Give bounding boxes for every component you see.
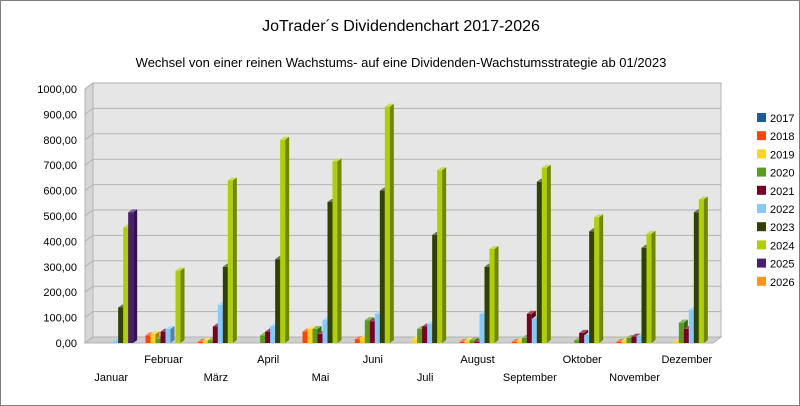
legend-swatch (757, 131, 766, 141)
legend-item-2026: 2026 (757, 276, 794, 289)
y-tick-label: 300,00 (43, 262, 77, 274)
legend-swatch (757, 167, 766, 177)
legend-item-2017: 2017 (757, 113, 794, 125)
bar-2025-Januar (128, 209, 138, 343)
legend-label: 2025 (770, 259, 794, 271)
category-label: April (257, 354, 279, 366)
legend-label: 2022 (770, 204, 794, 216)
bar-2024-September (541, 164, 551, 343)
y-tick-label: 400,00 (43, 236, 77, 248)
y-tick-label: 800,00 (43, 135, 77, 147)
gridline (84, 133, 721, 141)
legend-label: 2023 (770, 222, 794, 234)
legend-label: 2017 (770, 113, 794, 125)
legend-label: 2019 (770, 149, 794, 161)
x-axis-categories: Januar Februar März April Mai Juni Juli August S… (94, 354, 712, 384)
bar-2024-Juni (384, 103, 394, 343)
bar-2024-Oktober (594, 214, 604, 343)
category-label: September (503, 372, 557, 384)
legend-swatch (757, 222, 766, 232)
legend-label: 2024 (770, 240, 794, 252)
bar-2024-Mai (332, 158, 342, 343)
category-label: August (460, 354, 494, 366)
bar-2024-März (227, 177, 237, 343)
chart-title: JoTrader´s Dividendenchart 2017-2026 (262, 18, 540, 35)
legend-item-2025: 2025 (757, 258, 794, 271)
legend-label: 2021 (770, 186, 794, 198)
category-label: Februar (144, 354, 183, 366)
gridline (84, 209, 721, 217)
y-tick-label: 1000,00 (37, 84, 77, 96)
legend-swatch (757, 258, 766, 268)
legend-label: 2018 (770, 131, 794, 143)
category-label: März (204, 372, 228, 384)
category-label: Januar (94, 372, 128, 384)
legend-swatch (757, 185, 766, 195)
y-tick-label: 700,00 (43, 160, 77, 172)
legend-item-2021: 2021 (757, 185, 794, 198)
category-label: Mai (312, 372, 330, 384)
legend-swatch (757, 149, 766, 159)
bar-2024-November (646, 230, 656, 343)
gridline (84, 311, 721, 319)
legend-item-2020: 2020 (757, 167, 794, 180)
legend-swatch (757, 240, 766, 250)
bar-2024-August (489, 246, 499, 343)
category-label: November (609, 372, 660, 384)
legend-swatch (757, 276, 766, 286)
legend-item-2018: 2018 (757, 131, 794, 143)
gridline (84, 158, 721, 166)
bars (113, 103, 708, 343)
y-tick-label: 600,00 (43, 186, 77, 198)
gridline (84, 260, 721, 268)
y-tick-label: 0,00 (56, 338, 77, 350)
legend-item-2023: 2023 (757, 222, 794, 234)
bar-2022-Februar (165, 326, 175, 343)
gridline (84, 285, 721, 293)
legend-label: 2026 (770, 277, 794, 289)
chart-subtitle: Wechsel von einer reinen Wachstums- auf … (136, 55, 667, 70)
y-tick-label: 200,00 (43, 287, 77, 299)
category-label: Dezember (661, 354, 712, 366)
legend-item-2022: 2022 (757, 204, 794, 216)
category-label: Oktober (563, 354, 602, 366)
y-tick-label: 500,00 (43, 211, 77, 223)
legend-swatch (757, 113, 766, 122)
bar-2024-April (280, 136, 290, 343)
bar-2024-Februar (175, 267, 185, 343)
gridline (84, 234, 721, 242)
legend-item-2024: 2024 (757, 240, 794, 252)
gridline (84, 184, 721, 192)
bar-2024-Juli (437, 167, 447, 343)
legend-item-2019: 2019 (757, 149, 794, 161)
legend-label: 2020 (770, 168, 794, 180)
bar-2024-Dezember (698, 196, 708, 343)
y-axis-ticks: 0,00 100,00 200,00 300,00 400,00 500,00 600,00… (37, 84, 77, 350)
gridline (84, 82, 721, 90)
y-tick-label: 100,00 (43, 313, 77, 325)
category-label: Juli (417, 372, 434, 384)
category-label: Juni (363, 354, 383, 366)
gridlines (84, 82, 721, 344)
legend-swatch (757, 204, 766, 213)
legend: 2017 2018 2019 2020 2021 2022 2023 2024 2025 2026 (757, 113, 794, 289)
gridline (84, 336, 721, 344)
y-tick-label: 900,00 (43, 109, 77, 121)
gridline (84, 107, 721, 115)
